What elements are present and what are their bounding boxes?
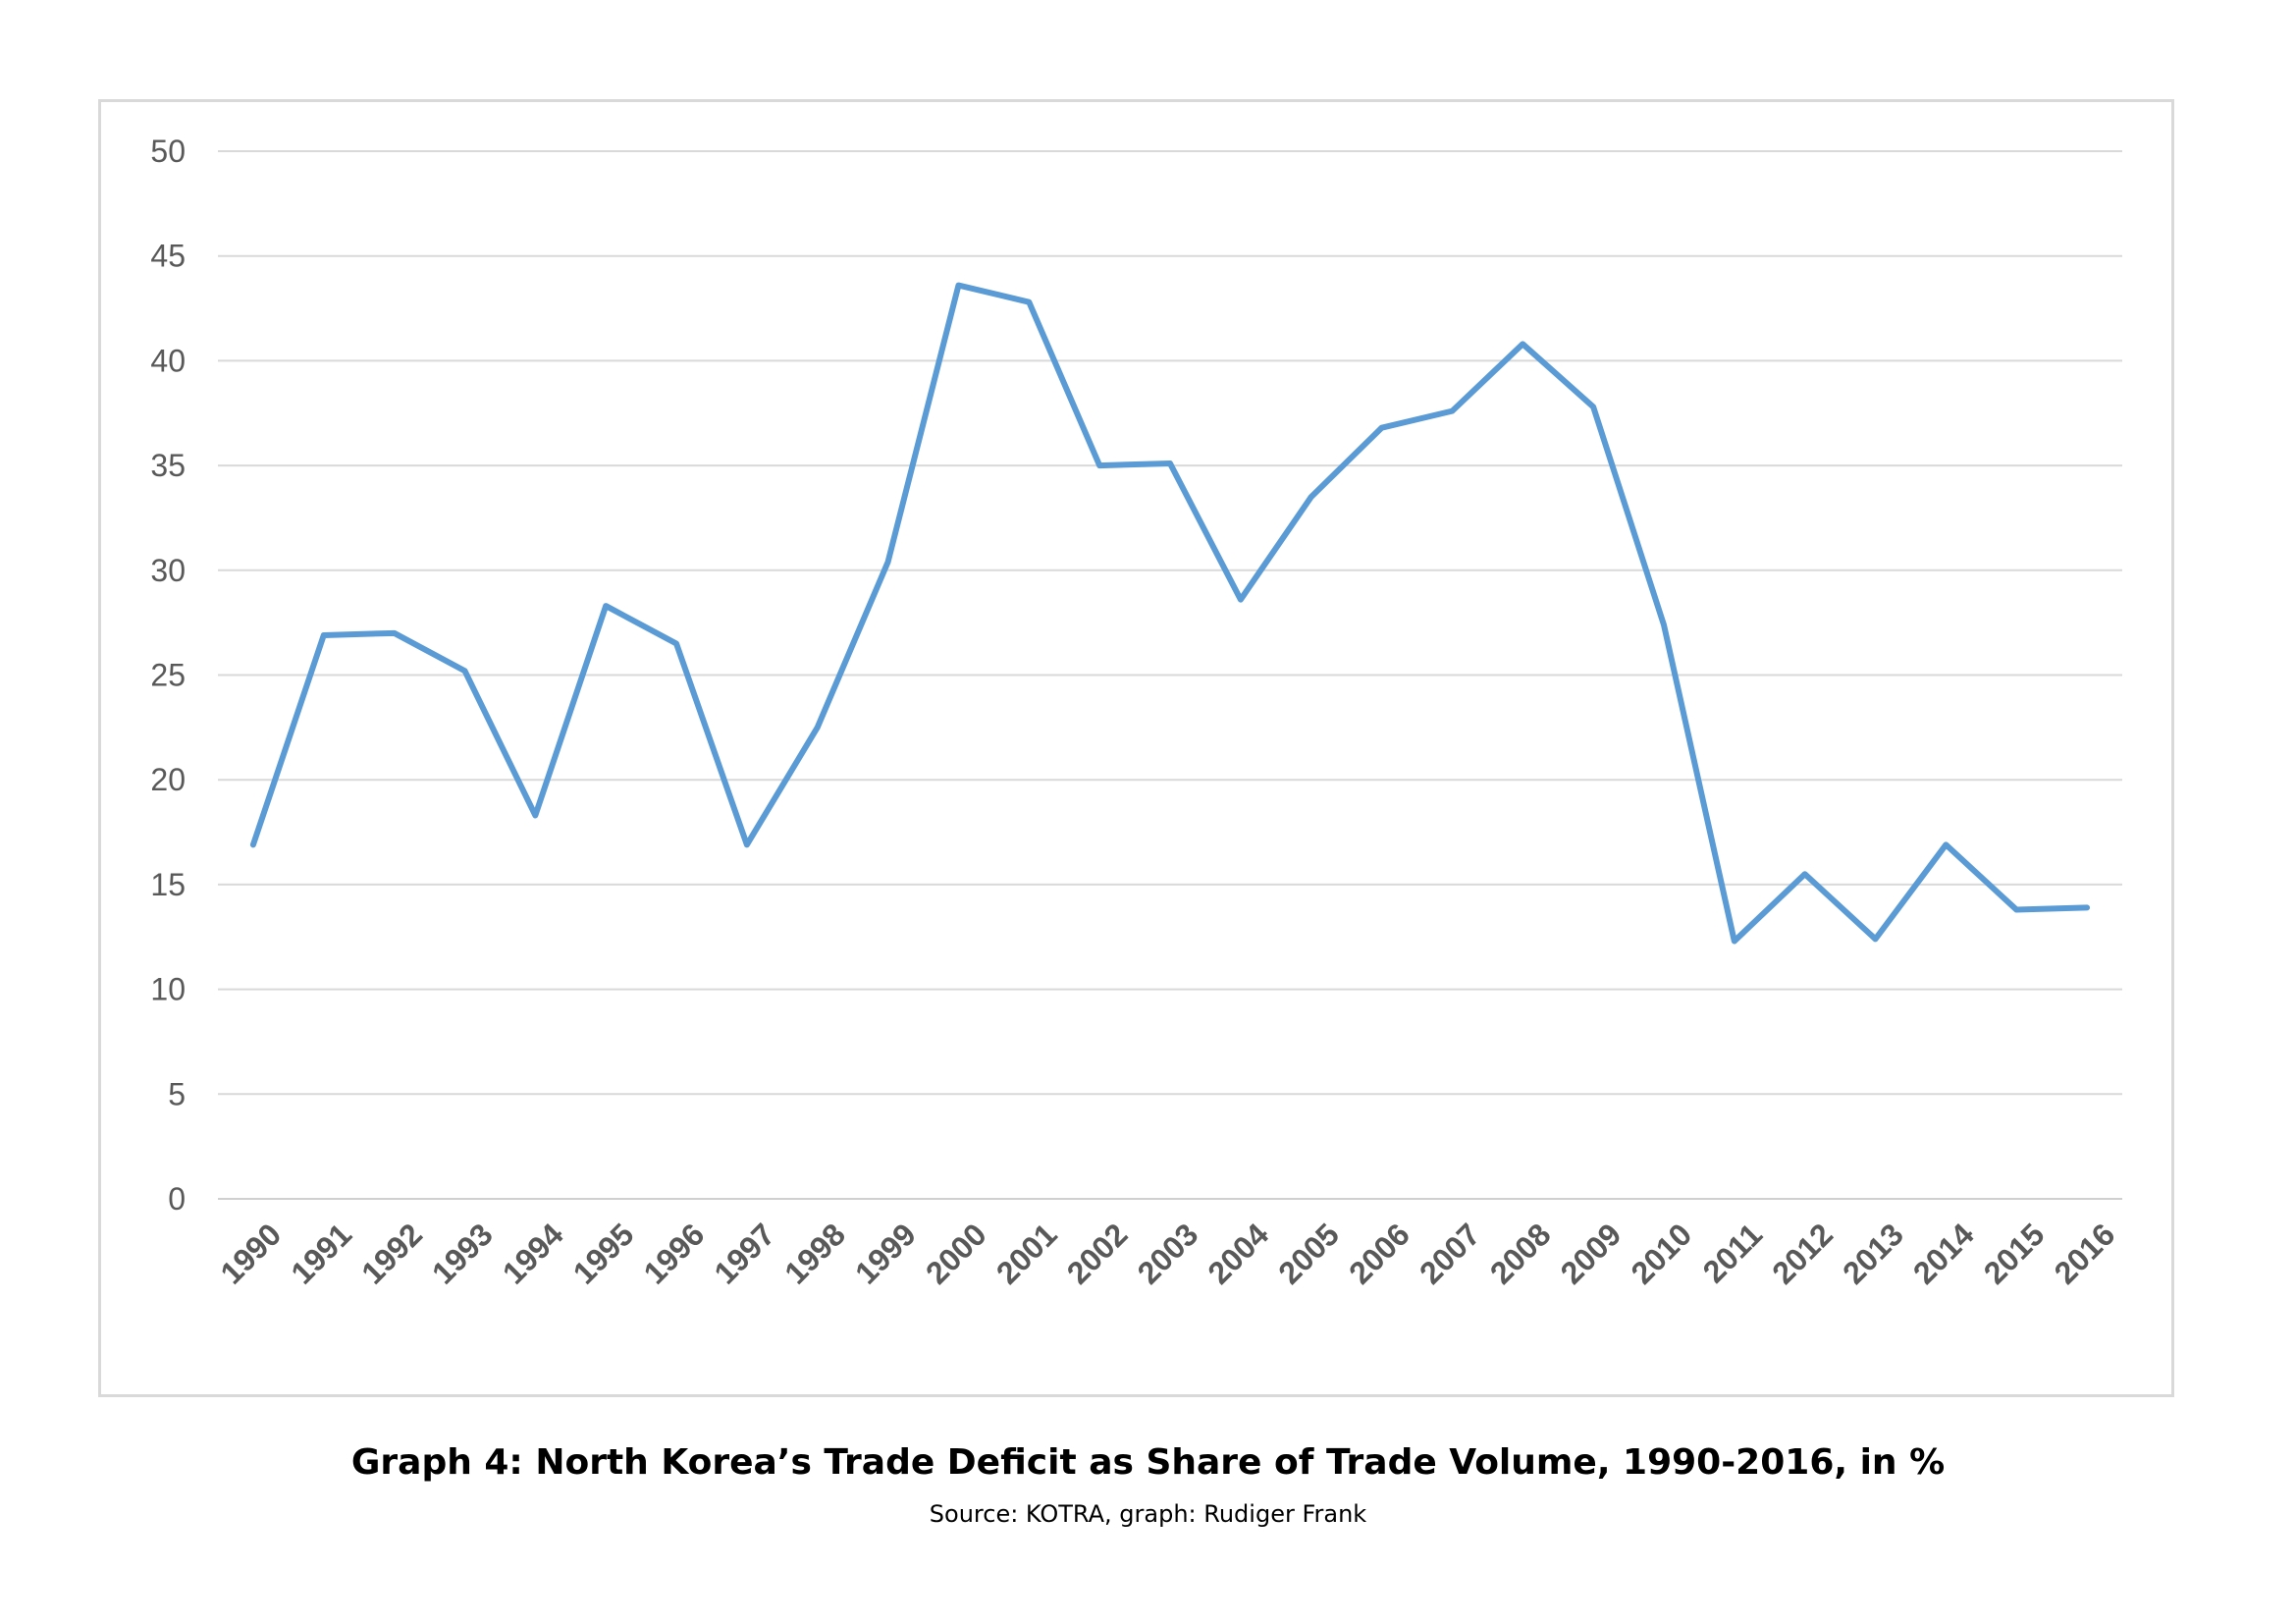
x-tick-label-2016: 2016 xyxy=(2048,1217,2122,1291)
y-tick-label-50: 50 xyxy=(150,134,186,169)
x-tick-label-2004: 2004 xyxy=(1201,1217,1275,1291)
x-tick-label-1990: 1990 xyxy=(213,1217,288,1291)
x-tick-label-2011: 2011 xyxy=(1696,1217,1770,1290)
x-tick-label-2003: 2003 xyxy=(1131,1217,1205,1291)
x-tick-label-2006: 2006 xyxy=(1342,1217,1416,1291)
y-tick-label-35: 35 xyxy=(150,448,186,483)
x-tick-label-1995: 1995 xyxy=(566,1217,641,1291)
y-tick-label-25: 25 xyxy=(150,658,186,693)
y-tick-label-10: 10 xyxy=(150,972,186,1007)
x-tick-label-2007: 2007 xyxy=(1413,1217,1487,1291)
x-tick-label-1997: 1997 xyxy=(707,1217,781,1291)
x-tick-label-1996: 1996 xyxy=(637,1217,712,1291)
x-tick-label-2012: 2012 xyxy=(1765,1217,1840,1291)
x-tick-label-2009: 2009 xyxy=(1554,1217,1629,1291)
x-tick-label-2008: 2008 xyxy=(1483,1217,1558,1291)
y-tick-label-30: 30 xyxy=(150,553,186,588)
x-tick-label-2000: 2000 xyxy=(919,1217,993,1291)
x-tick-label-2002: 2002 xyxy=(1060,1217,1135,1291)
x-tick-label-1999: 1999 xyxy=(848,1217,923,1291)
y-tick-label-45: 45 xyxy=(150,239,186,274)
chart-caption-source: Source: KOTRA, graph: Rudiger Frank xyxy=(929,1500,1367,1528)
x-tick-label-1991: 1991 xyxy=(284,1217,358,1291)
series-line-0 xyxy=(249,282,2091,945)
x-tick-label-2015: 2015 xyxy=(1977,1217,2052,1291)
y-tick-label-40: 40 xyxy=(150,343,186,378)
y-tick-label-5: 5 xyxy=(168,1076,186,1111)
line-chart: 0 5 10 15 20 25 30 35 40 45 50 19901991199219931994… xyxy=(150,134,2122,1291)
x-tick-label-2010: 2010 xyxy=(1625,1217,1699,1291)
x-tick-label-2005: 2005 xyxy=(1271,1217,1346,1291)
chart-frame: 0 5 10 15 20 25 30 35 40 45 50 1990 1991 1992 1993 1994… xyxy=(98,99,2174,1397)
y-tick-label-15: 15 xyxy=(150,867,186,902)
y-tick-label-20: 20 xyxy=(150,762,186,797)
x-tick-label-2001: 2001 xyxy=(989,1217,1064,1291)
y-tick-label-0: 0 xyxy=(168,1181,186,1217)
x-tick-label-1993: 1993 xyxy=(425,1217,500,1291)
x-tick-label-1994: 1994 xyxy=(496,1217,570,1291)
x-tick-label-1998: 1998 xyxy=(777,1217,852,1291)
x-tick-label-2014: 2014 xyxy=(1906,1217,1981,1291)
x-tick-label-2013: 2013 xyxy=(1836,1217,1910,1291)
chart-caption-title: Graph 4: North Korea’s Trade Deficit as … xyxy=(350,1442,1946,1483)
x-tick-label-1992: 1992 xyxy=(354,1217,429,1291)
